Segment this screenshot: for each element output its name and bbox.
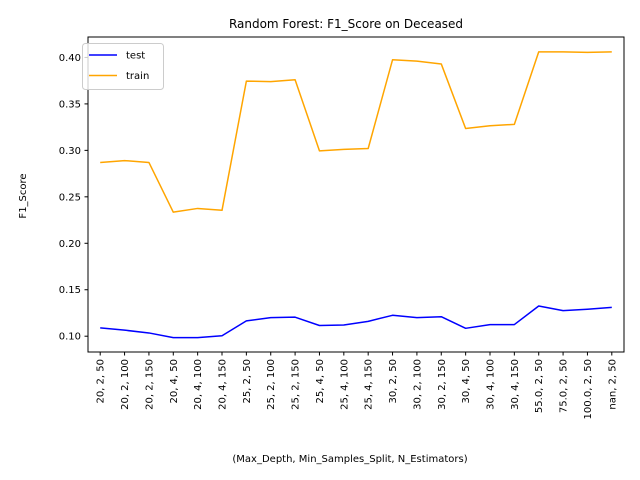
series-line-train: [100, 51, 612, 213]
x-tick-label: 20, 2, 50: [96, 359, 107, 404]
x-tick-label: 25, 4, 150: [364, 359, 375, 410]
series-layer: [100, 51, 612, 339]
x-tick-label: 30, 2, 150: [437, 359, 448, 410]
x-tick-label: 20, 2, 100: [120, 359, 131, 410]
x-tick-label: 75.0, 2, 50: [559, 359, 570, 413]
x-axis-ticks: 20, 2, 50 20, 2, 100 20, 2, 150 20, 4, 50 20…: [96, 352, 618, 419]
legend-label-test: test: [126, 51, 145, 62]
series-line-test: [100, 305, 612, 339]
x-tick-label: 25, 2, 100: [266, 359, 277, 410]
x-tick-label: 30, 2, 100: [412, 359, 423, 410]
x-tick-label: 25, 4, 100: [339, 359, 350, 410]
x-tick-label: 30, 4, 50: [461, 359, 472, 404]
x-tick-label: 55.0, 2, 50: [534, 359, 545, 413]
y-tick-label: 0.20: [59, 239, 81, 250]
y-tick-label: 0.35: [59, 99, 81, 110]
y-tick-label: 0.30: [59, 146, 81, 157]
x-tick-label: 20, 4, 100: [193, 359, 204, 410]
chart-title: Random Forest: F1_Score on Deceased: [229, 17, 463, 31]
x-tick-label: nan, 2, 50: [607, 359, 618, 410]
legend-label-train: train: [126, 71, 149, 82]
x-tick-label: 20, 4, 50: [169, 359, 180, 404]
x-tick-label: 30, 4, 150: [510, 359, 521, 410]
x-tick-label: 25, 2, 150: [291, 359, 302, 410]
x-tick-label: 30, 2, 50: [388, 359, 399, 404]
legend: test train: [82, 43, 164, 90]
x-tick-label: 20, 4, 150: [218, 359, 229, 410]
x-tick-label: 30, 4, 100: [485, 359, 496, 410]
y-tick-label: 0.40: [59, 53, 81, 64]
y-axis-label: F1_Score: [18, 173, 29, 218]
legend-box: [82, 43, 164, 90]
x-tick-label: 20, 2, 150: [144, 359, 155, 410]
x-tick-label: 25, 4, 50: [315, 359, 326, 404]
y-tick-label: 0.15: [59, 285, 81, 296]
y-tick-label: 0.10: [59, 332, 81, 343]
x-axis-label: (Max_Depth, Min_Samples_Split, N_Estimat…: [232, 454, 467, 465]
x-tick-label: 100.0, 2, 50: [583, 359, 594, 419]
y-tick-label: 0.25: [59, 192, 81, 203]
x-tick-label: 25, 2, 50: [242, 359, 253, 404]
plot-frame: [87, 36, 625, 353]
